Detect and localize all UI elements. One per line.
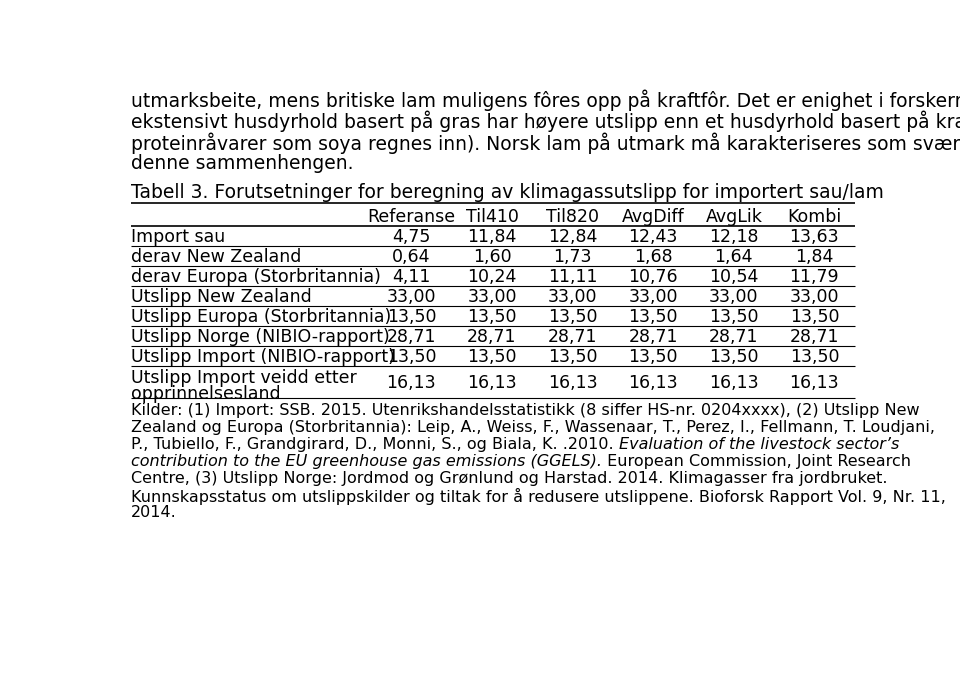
Text: 13,50: 13,50 <box>790 308 839 326</box>
Text: 0,64: 0,64 <box>392 248 431 266</box>
Text: 33,00: 33,00 <box>548 289 597 306</box>
Text: 13,50: 13,50 <box>709 308 758 326</box>
Text: Referanse: Referanse <box>368 207 455 226</box>
Text: 1,60: 1,60 <box>472 248 512 266</box>
Text: 12,43: 12,43 <box>629 228 678 246</box>
Text: Import sau: Import sau <box>131 228 225 246</box>
Text: Utslipp Import (NIBIO-rapport): Utslipp Import (NIBIO-rapport) <box>131 349 395 367</box>
Text: 1,84: 1,84 <box>795 248 833 266</box>
Text: Utslipp Norge (NIBIO-rapport): Utslipp Norge (NIBIO-rapport) <box>131 328 390 347</box>
Text: 11,84: 11,84 <box>468 228 516 246</box>
Text: 28,71: 28,71 <box>387 328 436 347</box>
Text: 28,71: 28,71 <box>468 328 516 347</box>
Text: 33,00: 33,00 <box>629 289 678 306</box>
Text: opprinnelsesland: opprinnelsesland <box>131 384 280 403</box>
Text: 13,50: 13,50 <box>548 349 597 367</box>
Text: 2014.: 2014. <box>131 505 177 520</box>
Text: 33,00: 33,00 <box>387 289 436 306</box>
Text: 1,64: 1,64 <box>714 248 753 266</box>
Text: 12,84: 12,84 <box>548 228 597 246</box>
Text: Til820: Til820 <box>546 207 599 226</box>
Text: Utslipp Import veidd etter: Utslipp Import veidd etter <box>131 369 356 386</box>
Text: Kombi: Kombi <box>787 207 842 226</box>
Text: 10,54: 10,54 <box>709 268 758 287</box>
Text: derav New Zealand: derav New Zealand <box>131 248 301 266</box>
Text: 4,11: 4,11 <box>393 268 431 287</box>
Text: 13,50: 13,50 <box>468 349 516 367</box>
Text: 33,00: 33,00 <box>468 289 516 306</box>
Text: 13,63: 13,63 <box>789 228 839 246</box>
Text: contribution to the EU greenhouse gas emissions (GGELS).: contribution to the EU greenhouse gas em… <box>131 454 602 469</box>
Text: Utslipp Europa (Storbritannia): Utslipp Europa (Storbritannia) <box>131 308 391 326</box>
Text: 4,75: 4,75 <box>393 228 431 246</box>
Text: Zealand og Europa (Storbritannia): Leip, A., Weiss, F., Wassenaar, T., Perez, I.: Zealand og Europa (Storbritannia): Leip,… <box>131 420 935 435</box>
Text: proteinråvarer som soya regnes inn). Norsk lam på utmark må karakteriseres som s: proteinråvarer som soya regnes inn). Nor… <box>131 132 960 154</box>
Text: derav Europa (Storbritannia): derav Europa (Storbritannia) <box>131 268 381 287</box>
Text: Kilder: (1) Import: SSB. 2015. Utenrikshandelsstatistikk (8 siffer HS-nr. 0204xx: Kilder: (1) Import: SSB. 2015. Utenriksh… <box>131 403 920 418</box>
Text: 28,71: 28,71 <box>629 328 678 347</box>
Text: P., Tubiello, F., Grandgirard, D., Monni, S., og Biala, K. .2010.: P., Tubiello, F., Grandgirard, D., Monni… <box>131 437 618 452</box>
Text: Centre, (3) Utslipp Norge: Jordmod og Grønlund og Harstad. 2014. Klimagasser fra: Centre, (3) Utslipp Norge: Jordmod og Gr… <box>131 471 887 486</box>
Text: AvgDiff: AvgDiff <box>622 207 684 226</box>
Text: 13,50: 13,50 <box>387 308 436 326</box>
Text: Evaluation of the livestock sector’s: Evaluation of the livestock sector’s <box>618 437 899 452</box>
Text: 16,13: 16,13 <box>709 374 758 393</box>
Text: AvgLik: AvgLik <box>706 207 762 226</box>
Text: Til410: Til410 <box>466 207 518 226</box>
Text: 16,13: 16,13 <box>789 374 839 393</box>
Text: 28,71: 28,71 <box>790 328 839 347</box>
Text: 16,13: 16,13 <box>468 374 516 393</box>
Text: 16,13: 16,13 <box>629 374 678 393</box>
Text: 10,24: 10,24 <box>468 268 516 287</box>
Text: 13,50: 13,50 <box>709 349 758 367</box>
Text: Kunnskapsstatus om utslippskilder og tiltak for å redusere utslippene. Bioforsk : Kunnskapsstatus om utslippskilder og til… <box>131 488 946 505</box>
Text: 1,68: 1,68 <box>634 248 673 266</box>
Text: 33,00: 33,00 <box>709 289 758 306</box>
Text: ekstensivt husdyrhold basert på gras har høyere utslipp enn et husdyrhold basert: ekstensivt husdyrhold basert på gras har… <box>131 111 960 132</box>
Text: 10,76: 10,76 <box>629 268 678 287</box>
Text: 12,18: 12,18 <box>709 228 758 246</box>
Text: 33,00: 33,00 <box>790 289 839 306</box>
Text: 13,50: 13,50 <box>387 349 436 367</box>
Text: 28,71: 28,71 <box>709 328 758 347</box>
Text: European Commission, Joint Research: European Commission, Joint Research <box>602 454 911 469</box>
Text: 11,79: 11,79 <box>789 268 839 287</box>
Text: 16,13: 16,13 <box>387 374 436 393</box>
Text: denne sammenhengen.: denne sammenhengen. <box>131 154 353 172</box>
Text: 13,50: 13,50 <box>790 349 839 367</box>
Text: 13,50: 13,50 <box>548 308 597 326</box>
Text: 28,71: 28,71 <box>548 328 597 347</box>
Text: Tabell 3. Forutsetninger for beregning av klimagassutslipp for importert sau/lam: Tabell 3. Forutsetninger for beregning a… <box>131 183 884 202</box>
Text: 16,13: 16,13 <box>548 374 597 393</box>
Text: 11,11: 11,11 <box>548 268 597 287</box>
Text: 13,50: 13,50 <box>629 349 678 367</box>
Text: 1,73: 1,73 <box>553 248 592 266</box>
Text: 13,50: 13,50 <box>468 308 516 326</box>
Text: 13,50: 13,50 <box>629 308 678 326</box>
Text: Utslipp New Zealand: Utslipp New Zealand <box>131 289 312 306</box>
Text: utmarksbeite, mens britiske lam muligens fôres opp på kraftfôr. Det er enighet i: utmarksbeite, mens britiske lam muligens… <box>131 89 960 111</box>
